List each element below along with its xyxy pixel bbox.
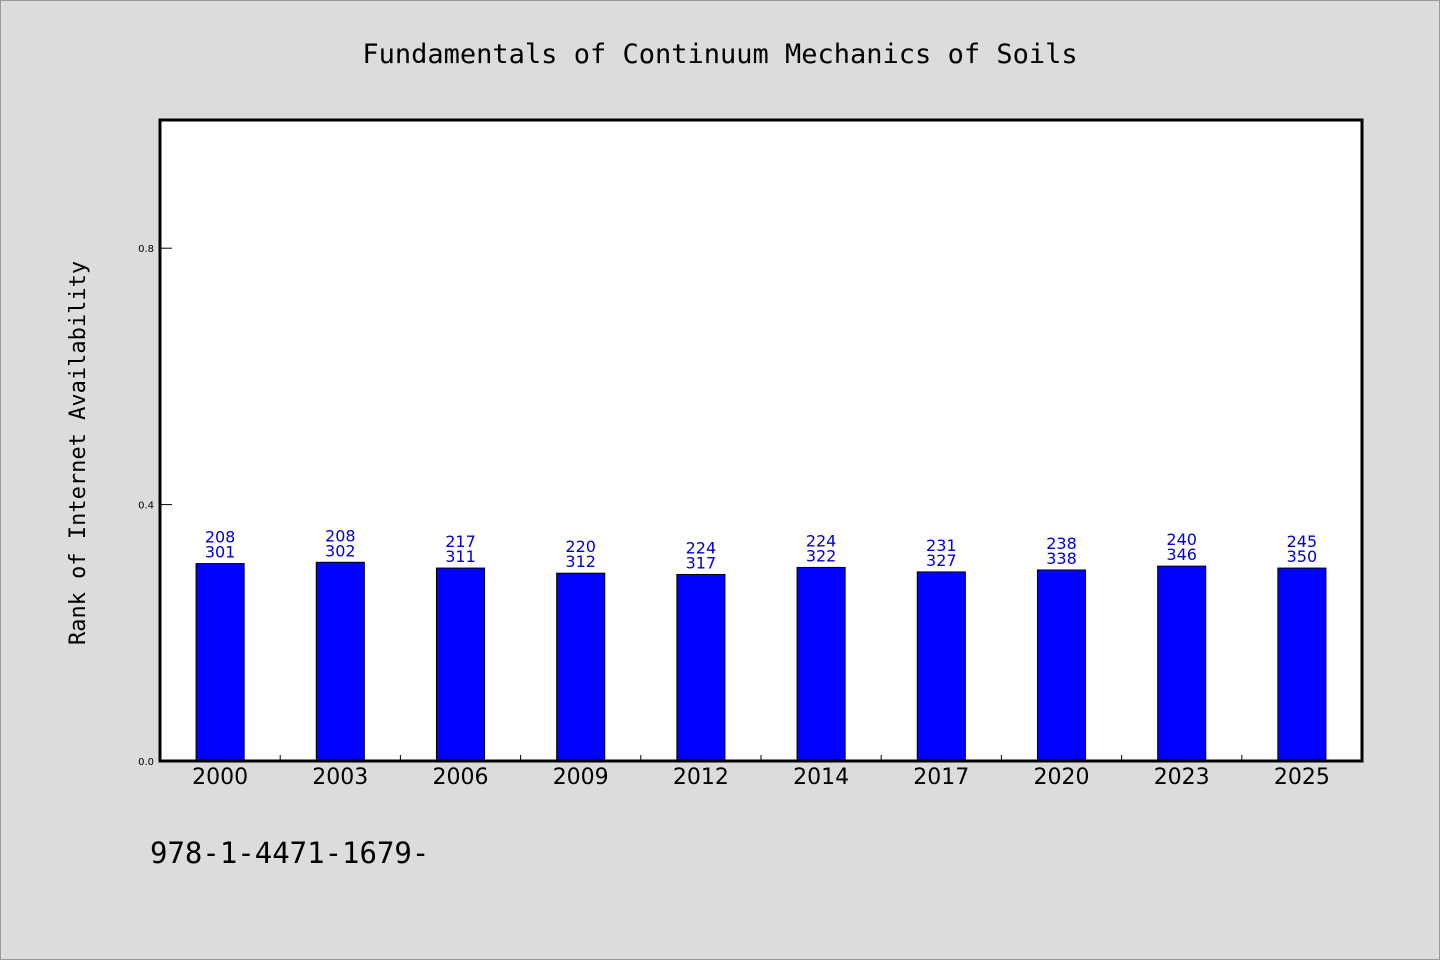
y-axis-label: Rank of Internet Availability <box>66 261 91 645</box>
y-tick-label: 0.0 <box>138 757 154 768</box>
bar-2023 <box>1157 565 1207 762</box>
x-tick-label: 2023 <box>1154 765 1210 790</box>
x-tick-label: 2014 <box>793 765 849 790</box>
bar-label-bottom: 322 <box>806 546 837 565</box>
bar-2006 <box>435 567 486 762</box>
bar-2017 <box>916 571 966 762</box>
x-tick-label: 2006 <box>433 765 489 790</box>
isbn-footnote: 978-1-4471-1679- <box>150 836 429 870</box>
bar-label-top: 245 <box>1287 532 1318 551</box>
bar-label-top: 240 <box>1166 530 1197 549</box>
bar-2012 <box>676 573 726 762</box>
bar-label-bottom: 346 <box>1166 545 1197 564</box>
x-tick-label: 2009 <box>553 765 609 790</box>
bar-label-bottom: 350 <box>1287 547 1318 566</box>
axis-ticks: 0.0 0.4 0.8 2000 2003 2006 2009 2012 2014 2017 202… <box>138 244 1330 790</box>
bar-2009 <box>556 572 606 762</box>
bar-label-top: 224 <box>686 538 717 557</box>
bar-label-bottom: 302 <box>325 541 356 560</box>
bar-2025 <box>1277 567 1327 762</box>
bar-label-top: 217 <box>445 532 476 551</box>
x-tick-label: 2020 <box>1034 765 1090 790</box>
x-tick-label: 2025 <box>1274 765 1330 790</box>
plot-frame <box>158 118 1364 763</box>
bar-2020 <box>1036 569 1087 762</box>
bar-label-top: 238 <box>1046 534 1077 553</box>
bar-label-top: 208 <box>325 526 356 545</box>
y-tick-label: 0.8 <box>138 244 154 255</box>
x-tick-label: 2012 <box>673 765 729 790</box>
bar-2000 <box>195 563 245 762</box>
bar-label-top: 231 <box>926 536 957 555</box>
bar-label-bottom: 327 <box>926 551 957 570</box>
chart-title: Fundamentals of Continuum Mechanics of S… <box>362 39 1077 70</box>
bar-label-bottom: 338 <box>1046 549 1077 568</box>
bars <box>195 561 1327 762</box>
bar-2003 <box>315 561 365 762</box>
bar-label-bottom: 312 <box>565 552 596 571</box>
bar-2014 <box>796 566 846 762</box>
bar-label-top: 220 <box>565 537 596 556</box>
bar-label-bottom: 311 <box>445 547 476 566</box>
bar-label-bottom: 317 <box>686 553 717 572</box>
x-tick-label: 2017 <box>913 765 969 790</box>
bar-label-top: 224 <box>806 531 837 550</box>
x-tick-label: 2003 <box>312 765 368 790</box>
y-tick-label: 0.4 <box>138 501 154 512</box>
x-tick-label: 2000 <box>192 765 248 790</box>
bar-label-top: 208 <box>205 528 236 547</box>
bar-label-bottom: 301 <box>205 543 236 562</box>
